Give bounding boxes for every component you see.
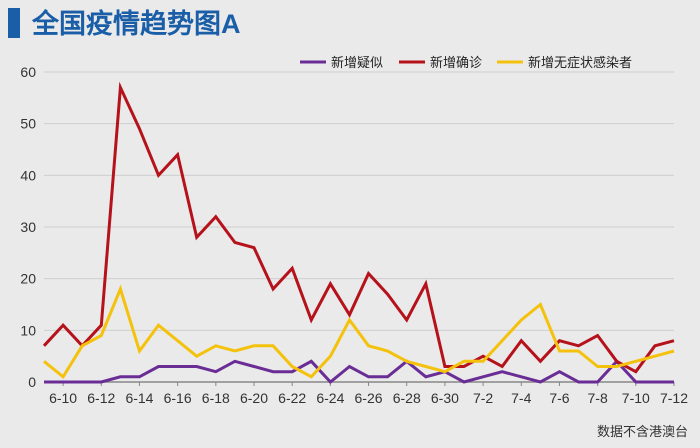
x-tick-label: 7-4 bbox=[511, 390, 531, 406]
x-tick-label: 6-20 bbox=[240, 390, 268, 406]
series-line-1 bbox=[44, 359, 674, 385]
x-tick-label: 7-12 bbox=[660, 390, 688, 406]
x-tick-label: 6-10 bbox=[49, 390, 77, 406]
x-tick-label: 7-6 bbox=[549, 390, 569, 406]
y-tick-label: 20 bbox=[20, 271, 36, 287]
legend-label: 新增疑似 bbox=[331, 55, 383, 70]
x-tick-label: 7-8 bbox=[588, 390, 608, 406]
y-tick-label: 40 bbox=[20, 167, 36, 183]
x-tick-label: 6-16 bbox=[164, 390, 192, 406]
x-tick-label: 6-22 bbox=[278, 390, 306, 406]
x-tick-label: 6-14 bbox=[125, 390, 153, 406]
x-tick-label: 6-18 bbox=[202, 390, 230, 406]
chart-title: 全国疫情趋势图A bbox=[32, 9, 241, 39]
legend-label: 新增无症状感染者 bbox=[528, 55, 632, 70]
y-tick-label: 30 bbox=[20, 219, 36, 235]
y-tick-label: 0 bbox=[28, 374, 36, 390]
x-tick-label: 6-12 bbox=[87, 390, 115, 406]
y-tick-label: 50 bbox=[20, 116, 36, 132]
x-tick-label: 6-24 bbox=[316, 390, 344, 406]
footnote: 数据不含港澳台 bbox=[596, 424, 688, 439]
series-line-2 bbox=[42, 81, 675, 374]
x-tick-label: 6-30 bbox=[431, 390, 459, 406]
legend: 新增疑似 新增确诊 新增无症状感染者 bbox=[300, 55, 632, 70]
legend-label: 新增确诊 bbox=[430, 55, 482, 70]
series-lines bbox=[42, 81, 675, 385]
axes: 0 10 20 30 40 50 60 6-10 6-12 6-14 6-16 6-18 6-20 6-2… bbox=[20, 64, 688, 406]
x-tick-label: 6-26 bbox=[355, 390, 383, 406]
y-tick-label: 60 bbox=[20, 64, 36, 80]
series-line-3 bbox=[43, 284, 675, 380]
y-tick-label: 10 bbox=[20, 322, 36, 338]
title-accent-bar bbox=[8, 8, 20, 38]
grid-lines bbox=[44, 71, 674, 331]
x-tick-label: 7-2 bbox=[473, 390, 493, 406]
x-tick-label: 7-10 bbox=[622, 390, 650, 406]
x-tick-label: 6-28 bbox=[393, 390, 421, 406]
